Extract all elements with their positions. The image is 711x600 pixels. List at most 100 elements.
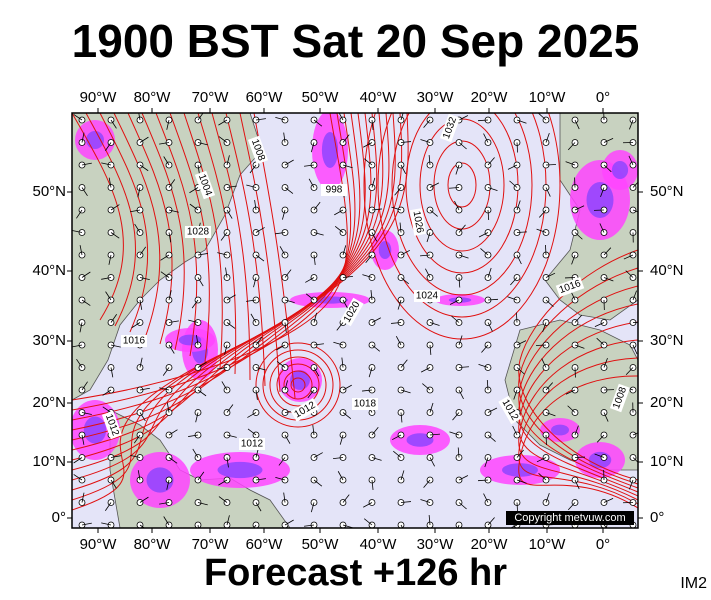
wind-barb	[574, 232, 583, 240]
wind-barb	[253, 524, 257, 528]
wind-barb	[81, 187, 88, 197]
wind-barb	[487, 407, 498, 413]
wind-barb	[487, 298, 499, 301]
isobar	[391, 113, 533, 296]
wind-barb	[79, 245, 83, 256]
wind-barb	[603, 247, 612, 256]
wind-barb	[225, 267, 228, 278]
wind-barb	[452, 412, 460, 421]
wind-barb	[342, 134, 350, 143]
wind-barb	[632, 457, 638, 463]
wind-barb	[226, 322, 236, 329]
wind-barb	[538, 473, 547, 481]
wind-barb	[425, 268, 431, 278]
wind-barb	[428, 155, 431, 166]
wind-barb	[73, 114, 83, 121]
wind-barb	[276, 361, 286, 368]
wind-barb	[565, 161, 576, 166]
wind-barb	[108, 254, 112, 265]
wind-barb	[574, 119, 580, 130]
wind-barb	[313, 254, 316, 265]
wind-barb	[516, 200, 521, 211]
wind-barb	[313, 367, 320, 377]
wind-barb	[423, 479, 431, 488]
wind-barb	[246, 184, 257, 188]
lon-label-bottom: 30°W	[417, 536, 455, 553]
wind-barb	[313, 119, 323, 127]
wind-barb	[458, 142, 467, 150]
wind-barb	[168, 232, 172, 243]
wind-barb	[192, 448, 199, 458]
wind-barb	[393, 450, 402, 458]
isobar-label-group: 1024	[414, 290, 440, 302]
isobar	[239, 113, 281, 393]
wind-barb	[342, 412, 352, 420]
lon-label-top: 50°W	[302, 89, 340, 106]
wind-barb	[394, 187, 402, 196]
map-frame	[71, 112, 639, 529]
wind-barb	[139, 387, 150, 391]
wind-barb	[218, 496, 228, 503]
wind-barb	[163, 516, 170, 526]
wind-barb	[541, 358, 547, 368]
wind-barb	[371, 344, 381, 352]
isobar	[183, 113, 223, 369]
wind-barb	[130, 454, 141, 458]
wind-barb	[188, 319, 199, 323]
wind-barb	[333, 341, 344, 346]
wind-barb	[72, 230, 83, 233]
wind-barb	[102, 406, 112, 413]
wind-barb	[163, 156, 170, 166]
wind-barb	[279, 246, 286, 256]
wind-barb	[310, 502, 315, 513]
wind-barb	[567, 405, 576, 413]
wind-barb	[110, 314, 117, 323]
isobar	[518, 249, 638, 481]
wind-barb	[81, 522, 92, 526]
wind-barb	[250, 313, 257, 323]
wind-barb	[478, 363, 489, 368]
wind-barb	[342, 494, 350, 503]
lon-label-bottom: 50°W	[302, 536, 340, 553]
wind-barb	[545, 187, 551, 197]
wind-barb	[110, 204, 120, 211]
wind-barb	[308, 178, 315, 188]
wind-barb	[197, 471, 205, 481]
station	[252, 386, 260, 394]
wind-barb	[342, 299, 349, 309]
isobar-label: 998	[326, 185, 343, 196]
wind-barb	[574, 344, 585, 349]
wind-barb	[197, 389, 207, 397]
wind-barb	[458, 254, 469, 259]
wind-barb	[395, 335, 402, 346]
isobar	[72, 113, 378, 461]
wind-barb	[81, 132, 85, 143]
wind-barb	[371, 317, 381, 323]
wind-barb	[255, 502, 262, 512]
wind-barb	[516, 449, 524, 458]
wind-barb	[545, 412, 556, 417]
wind-barb	[313, 452, 323, 458]
wind-barb	[455, 164, 460, 175]
wind-barb	[76, 358, 83, 368]
wind-barb	[284, 434, 291, 444]
wind-barb	[458, 389, 464, 400]
wind-barb	[429, 433, 440, 436]
wind-barb	[284, 519, 294, 526]
wind-barb	[536, 228, 547, 233]
wind-barb	[603, 357, 608, 368]
wind-barb	[487, 209, 490, 221]
wind-barb	[73, 457, 83, 464]
wind-barb	[542, 322, 547, 333]
wind-barb	[516, 367, 525, 375]
wind-barb	[313, 479, 323, 487]
isobar-label-bg	[409, 208, 427, 236]
wind-barb	[567, 502, 576, 511]
isobar	[283, 370, 313, 400]
wind-barb	[632, 290, 637, 301]
isobar-label-bg	[439, 113, 461, 143]
isobar-label-bg	[321, 184, 347, 196]
wind-barb	[363, 142, 373, 148]
wind-barb	[110, 344, 121, 348]
wind-barb	[137, 470, 141, 481]
